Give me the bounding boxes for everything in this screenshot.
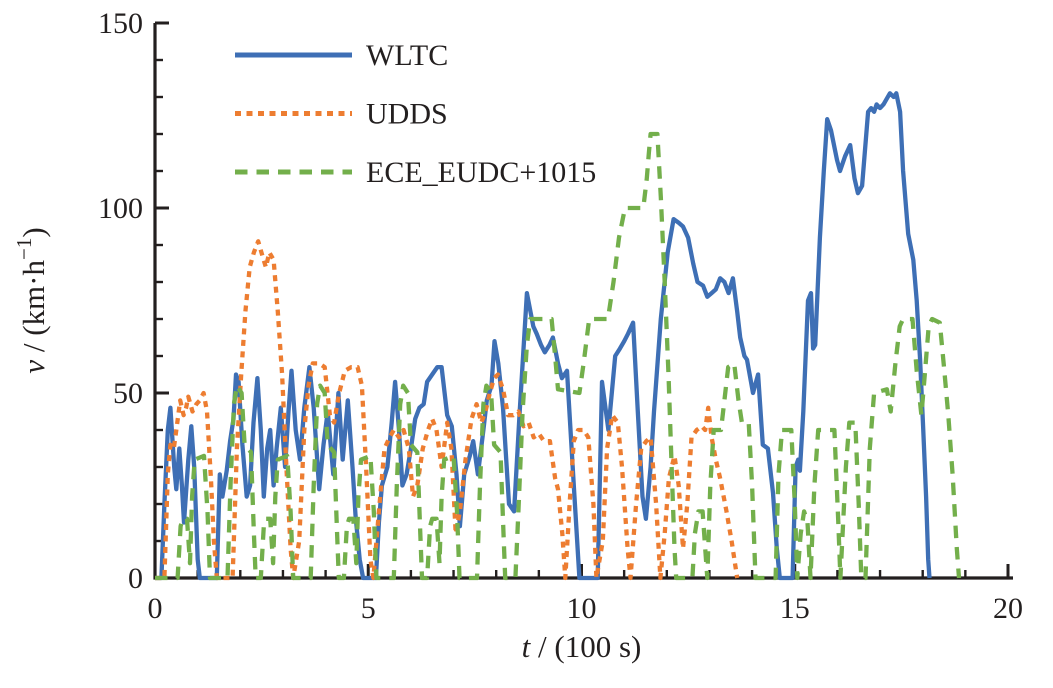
x-tick-label: 10 [567,592,597,625]
series-layer [155,91,962,581]
legend-item-ECE_EUDC+1015: ECE_EUDC+1015 [235,156,596,189]
legend: WLTC UDDS ECE_EUDC+1015 [235,39,596,189]
y-tick-label: 0 [128,562,143,595]
y-tick-label: 150 [98,7,143,40]
x-tick-label: 15 [780,592,810,625]
y-tick-label: 100 [98,192,143,225]
y-tick-label: 50 [113,377,143,410]
series-line-ECE_EUDC+1015 [155,131,962,581]
series-line-WLTC [155,91,932,581]
x-tick-label: 20 [993,592,1023,625]
legend-label: WLTC [366,39,448,72]
x-tick-label: 5 [361,592,376,625]
x-axis-title: t / (100 s) [522,629,642,664]
legend-label: ECE_EUDC+1015 [366,156,596,189]
legend-item-UDDS: UDDS [235,98,448,131]
x-tick-label: 0 [148,592,163,625]
legend-item-WLTC: WLTC [235,39,448,72]
y-axis-title: v / (km·h−1) [12,227,51,373]
legend-label: UDDS [366,98,448,131]
axis-labels-layer: 0 5 10 15 20 0 50 100 150 t / (100 s) v / (km·h−1) [12,7,1023,664]
